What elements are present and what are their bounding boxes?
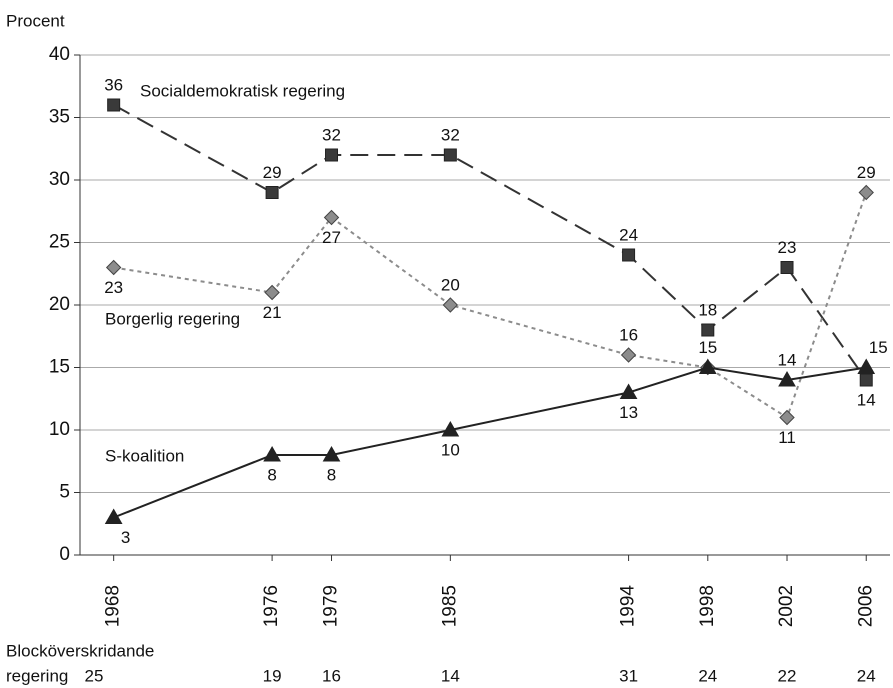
x-tick-label: 2006 (855, 585, 876, 627)
marker (441, 420, 460, 437)
marker (105, 259, 122, 276)
x-tick-label: 2002 (776, 585, 797, 627)
x-tick-label: 1979 (321, 585, 342, 627)
marker (323, 209, 340, 226)
x-tick-label: 1998 (697, 585, 718, 627)
marker (263, 445, 281, 462)
data-label: 8 (327, 465, 336, 484)
y-tick-label: 25 (49, 232, 70, 253)
marker (265, 186, 279, 199)
bottom-row-label: regering (6, 666, 68, 685)
data-label: 29 (857, 163, 876, 182)
marker (443, 148, 457, 162)
series-line (113, 104, 868, 381)
y-tick-label: 10 (49, 419, 70, 440)
data-label: 27 (322, 228, 341, 247)
x-tick-label: 1976 (261, 585, 282, 627)
data-label: 23 (104, 278, 123, 297)
data-label: 29 (263, 163, 282, 182)
marker (104, 508, 123, 524)
data-label: 14 (778, 350, 797, 369)
marker (698, 358, 717, 374)
data-label: 24 (619, 225, 638, 244)
data-label: 36 (104, 75, 123, 94)
bottom-row-value: 25 (85, 666, 104, 685)
data-label: 8 (267, 465, 276, 484)
marker (780, 261, 794, 274)
series-line (113, 192, 868, 420)
marker (779, 409, 795, 426)
y-tick-label: 5 (59, 482, 70, 503)
marker (107, 98, 121, 112)
series-name: Socialdemokratisk regering (140, 81, 345, 100)
marker (322, 445, 341, 462)
bottom-row-value: 24 (857, 666, 876, 685)
bottom-row-label: Blocköverskridande (6, 641, 154, 660)
series-name: Borgerlig regering (105, 309, 240, 328)
marker (778, 370, 796, 387)
bottom-row-value: 24 (698, 666, 717, 685)
marker (620, 347, 637, 363)
data-label: 11 (778, 428, 796, 447)
marker (857, 358, 876, 374)
x-tick-label: 1994 (618, 585, 639, 628)
data-label: 32 (441, 125, 460, 144)
marker (859, 373, 873, 387)
y-tick-label: 20 (49, 294, 70, 315)
y-tick-label: 0 (59, 544, 70, 565)
data-label: 3 (121, 528, 130, 547)
marker (622, 248, 636, 262)
data-label: 20 (441, 275, 460, 294)
marker (325, 148, 339, 162)
series-line (113, 366, 867, 519)
series-name: S-koalition (105, 446, 184, 465)
data-label: 15 (869, 338, 888, 357)
y-tick-label: 40 (49, 44, 70, 65)
x-tick-label: 1968 (103, 585, 124, 627)
marker (858, 184, 874, 201)
y-axis-label: Procent (6, 11, 65, 30)
data-label: 23 (778, 238, 797, 257)
data-label: 15 (698, 338, 717, 357)
marker (442, 297, 459, 313)
data-label: 18 (698, 300, 717, 319)
marker (701, 323, 715, 337)
data-label: 16 (619, 325, 638, 344)
data-label: 21 (263, 303, 282, 322)
bottom-row-value: 16 (322, 666, 341, 685)
y-tick-label: 15 (49, 357, 70, 378)
x-tick-label: 1985 (439, 585, 460, 627)
bottom-row-value: 31 (619, 666, 638, 685)
bottom-row-value: 22 (778, 666, 797, 685)
data-label: 14 (857, 390, 876, 409)
bottom-row-value: 19 (263, 666, 282, 685)
marker (619, 383, 638, 399)
bottom-row-value: 14 (441, 666, 460, 685)
y-tick-label: 30 (49, 169, 70, 190)
y-tick-label: 35 (49, 107, 70, 128)
data-label: 13 (619, 403, 638, 422)
data-label: 10 (441, 440, 460, 459)
marker (264, 284, 280, 301)
data-label: 32 (322, 125, 341, 144)
